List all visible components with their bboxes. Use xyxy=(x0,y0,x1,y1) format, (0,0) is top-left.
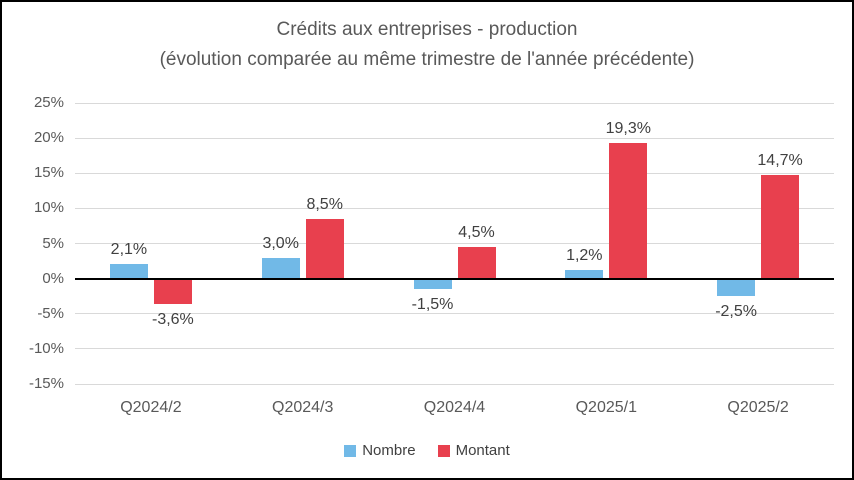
legend: Nombre Montant xyxy=(2,442,852,459)
plot-area: 25% 20% 15% 10% 5% 0% -5% -10% -15% 2,1% -3,6% Q202… xyxy=(29,94,834,416)
y-axis-tick-0: 0% xyxy=(42,269,64,287)
gridline-20 xyxy=(75,137,834,139)
y-axis-tick-10: 10% xyxy=(33,199,64,217)
y-axis-tick--5: -5% xyxy=(37,304,64,322)
legend-label-nombre: Nombre xyxy=(362,442,416,459)
x-axis-tick-q2025-2: Q2025/2 xyxy=(727,399,789,416)
data-label-nombre-q2024-2: 2,1% xyxy=(110,240,148,258)
data-label-nombre-q2025-1: 1,2% xyxy=(566,247,603,265)
bar-nombre-q2025-1 xyxy=(565,270,604,279)
gridline-25 xyxy=(75,102,834,104)
data-label-montant-q2025-2: 14,7% xyxy=(757,152,803,170)
gridline-10 xyxy=(75,207,834,209)
gridline-15 xyxy=(75,172,834,174)
y-axis-tick-20: 20% xyxy=(33,129,64,147)
bar-nombre-q2024-2 xyxy=(109,263,148,279)
x-axis-tick-q2024-2: Q2024/2 xyxy=(120,399,182,416)
y-axis-tick-25: 25% xyxy=(33,94,64,111)
data-label-montant-q2024-2: -3,6% xyxy=(151,310,194,328)
bar-nombre-q2025-2 xyxy=(717,278,756,297)
data-label-nombre-q2024-3: 3,0% xyxy=(262,234,299,252)
legend-item-montant: Montant xyxy=(437,442,510,459)
data-label-nombre-q2024-4: -1,5% xyxy=(411,296,454,314)
x-axis-tick-q2024-3: Q2024/3 xyxy=(272,399,334,416)
legend-item-nombre: Nombre xyxy=(344,442,416,459)
chart-title-line1: Crédits aux entreprises - production xyxy=(276,19,578,40)
chart-title: Crédits aux entreprises - production (év… xyxy=(2,15,852,75)
zero-axis-line xyxy=(75,277,834,280)
data-label-montant-q2025-1: 19,3% xyxy=(605,120,651,138)
gridline--10 xyxy=(75,348,834,350)
gridline--15 xyxy=(75,383,834,385)
x-axis-tick-q2025-1: Q2025/1 xyxy=(575,399,637,416)
data-label-montant-q2024-3: 8,5% xyxy=(306,195,343,213)
gridline--5 xyxy=(75,313,834,315)
bar-montant-q2024-4 xyxy=(457,247,496,279)
bar-montant-q2024-3 xyxy=(305,218,344,279)
legend-marker-montant xyxy=(437,444,450,457)
data-label-montant-q2024-4: 4,5% xyxy=(458,224,495,241)
legend-label-montant: Montant xyxy=(455,442,510,459)
bar-nombre-q2024-3 xyxy=(261,257,300,279)
y-axis-tick--15: -15% xyxy=(28,375,64,392)
y-axis-tick--10: -10% xyxy=(28,339,64,357)
y-axis-tick-15: 15% xyxy=(33,164,64,182)
data-label-nombre-q2025-2: -2,5% xyxy=(715,303,757,321)
bar-montant-q2025-1 xyxy=(609,143,648,279)
legend-marker-nombre xyxy=(344,444,357,457)
x-axis-tick-q2024-4: Q2024/4 xyxy=(423,399,486,416)
gridline-5 xyxy=(75,243,834,244)
bar-montant-q2025-2 xyxy=(761,175,800,279)
bar-nombre-q2024-4 xyxy=(413,278,452,290)
chart-title-line2: (évolution comparée au même trimestre de… xyxy=(159,49,695,70)
bar-montant-q2024-2 xyxy=(153,278,192,304)
y-axis-tick-5: 5% xyxy=(42,234,64,252)
